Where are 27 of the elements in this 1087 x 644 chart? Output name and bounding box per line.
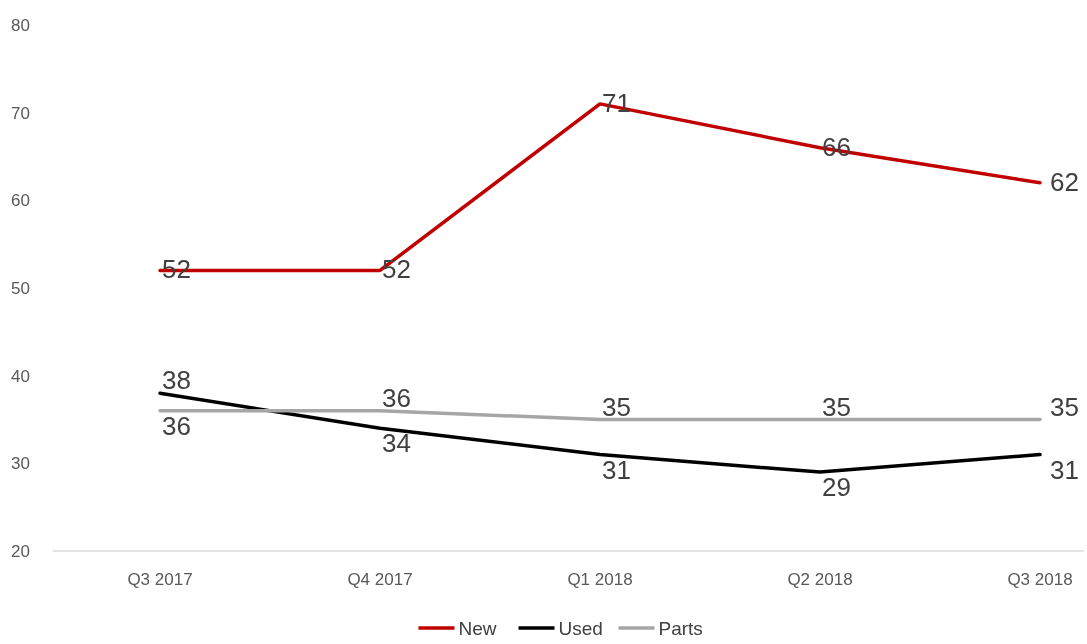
- y-tick-label: 30: [11, 454, 30, 474]
- legend-label: New: [458, 617, 497, 639]
- data-label: 31: [1050, 454, 1079, 485]
- y-tick-label: 20: [11, 541, 30, 561]
- data-label: 34: [382, 428, 411, 459]
- x-tick-label: Q3 2018: [1007, 570, 1073, 589]
- data-label: 36: [382, 382, 411, 413]
- data-label: 38: [162, 365, 191, 396]
- y-tick-label: 70: [11, 103, 30, 123]
- legend-label: Parts: [658, 617, 703, 639]
- data-label: 31: [602, 454, 631, 485]
- data-label: 62: [1050, 166, 1079, 197]
- data-label: 36: [162, 410, 191, 441]
- y-tick-label: 40: [11, 366, 30, 386]
- x-tick-label: Q3 2017: [127, 570, 193, 589]
- data-label: 35: [602, 391, 631, 422]
- data-label: 52: [382, 254, 411, 285]
- y-tick-label: 80: [11, 15, 30, 35]
- data-label: 35: [822, 391, 851, 422]
- data-label: 29: [822, 472, 851, 503]
- x-tick-label: Q4 2017: [347, 570, 413, 589]
- x-tick-label: Q2 2018: [787, 570, 853, 589]
- data-label: 35: [1050, 391, 1079, 422]
- legend-label: Used: [558, 617, 603, 639]
- y-tick-label: 50: [11, 278, 30, 298]
- x-tick-label: Q1 2018: [567, 570, 633, 589]
- y-tick-label: 60: [11, 191, 30, 211]
